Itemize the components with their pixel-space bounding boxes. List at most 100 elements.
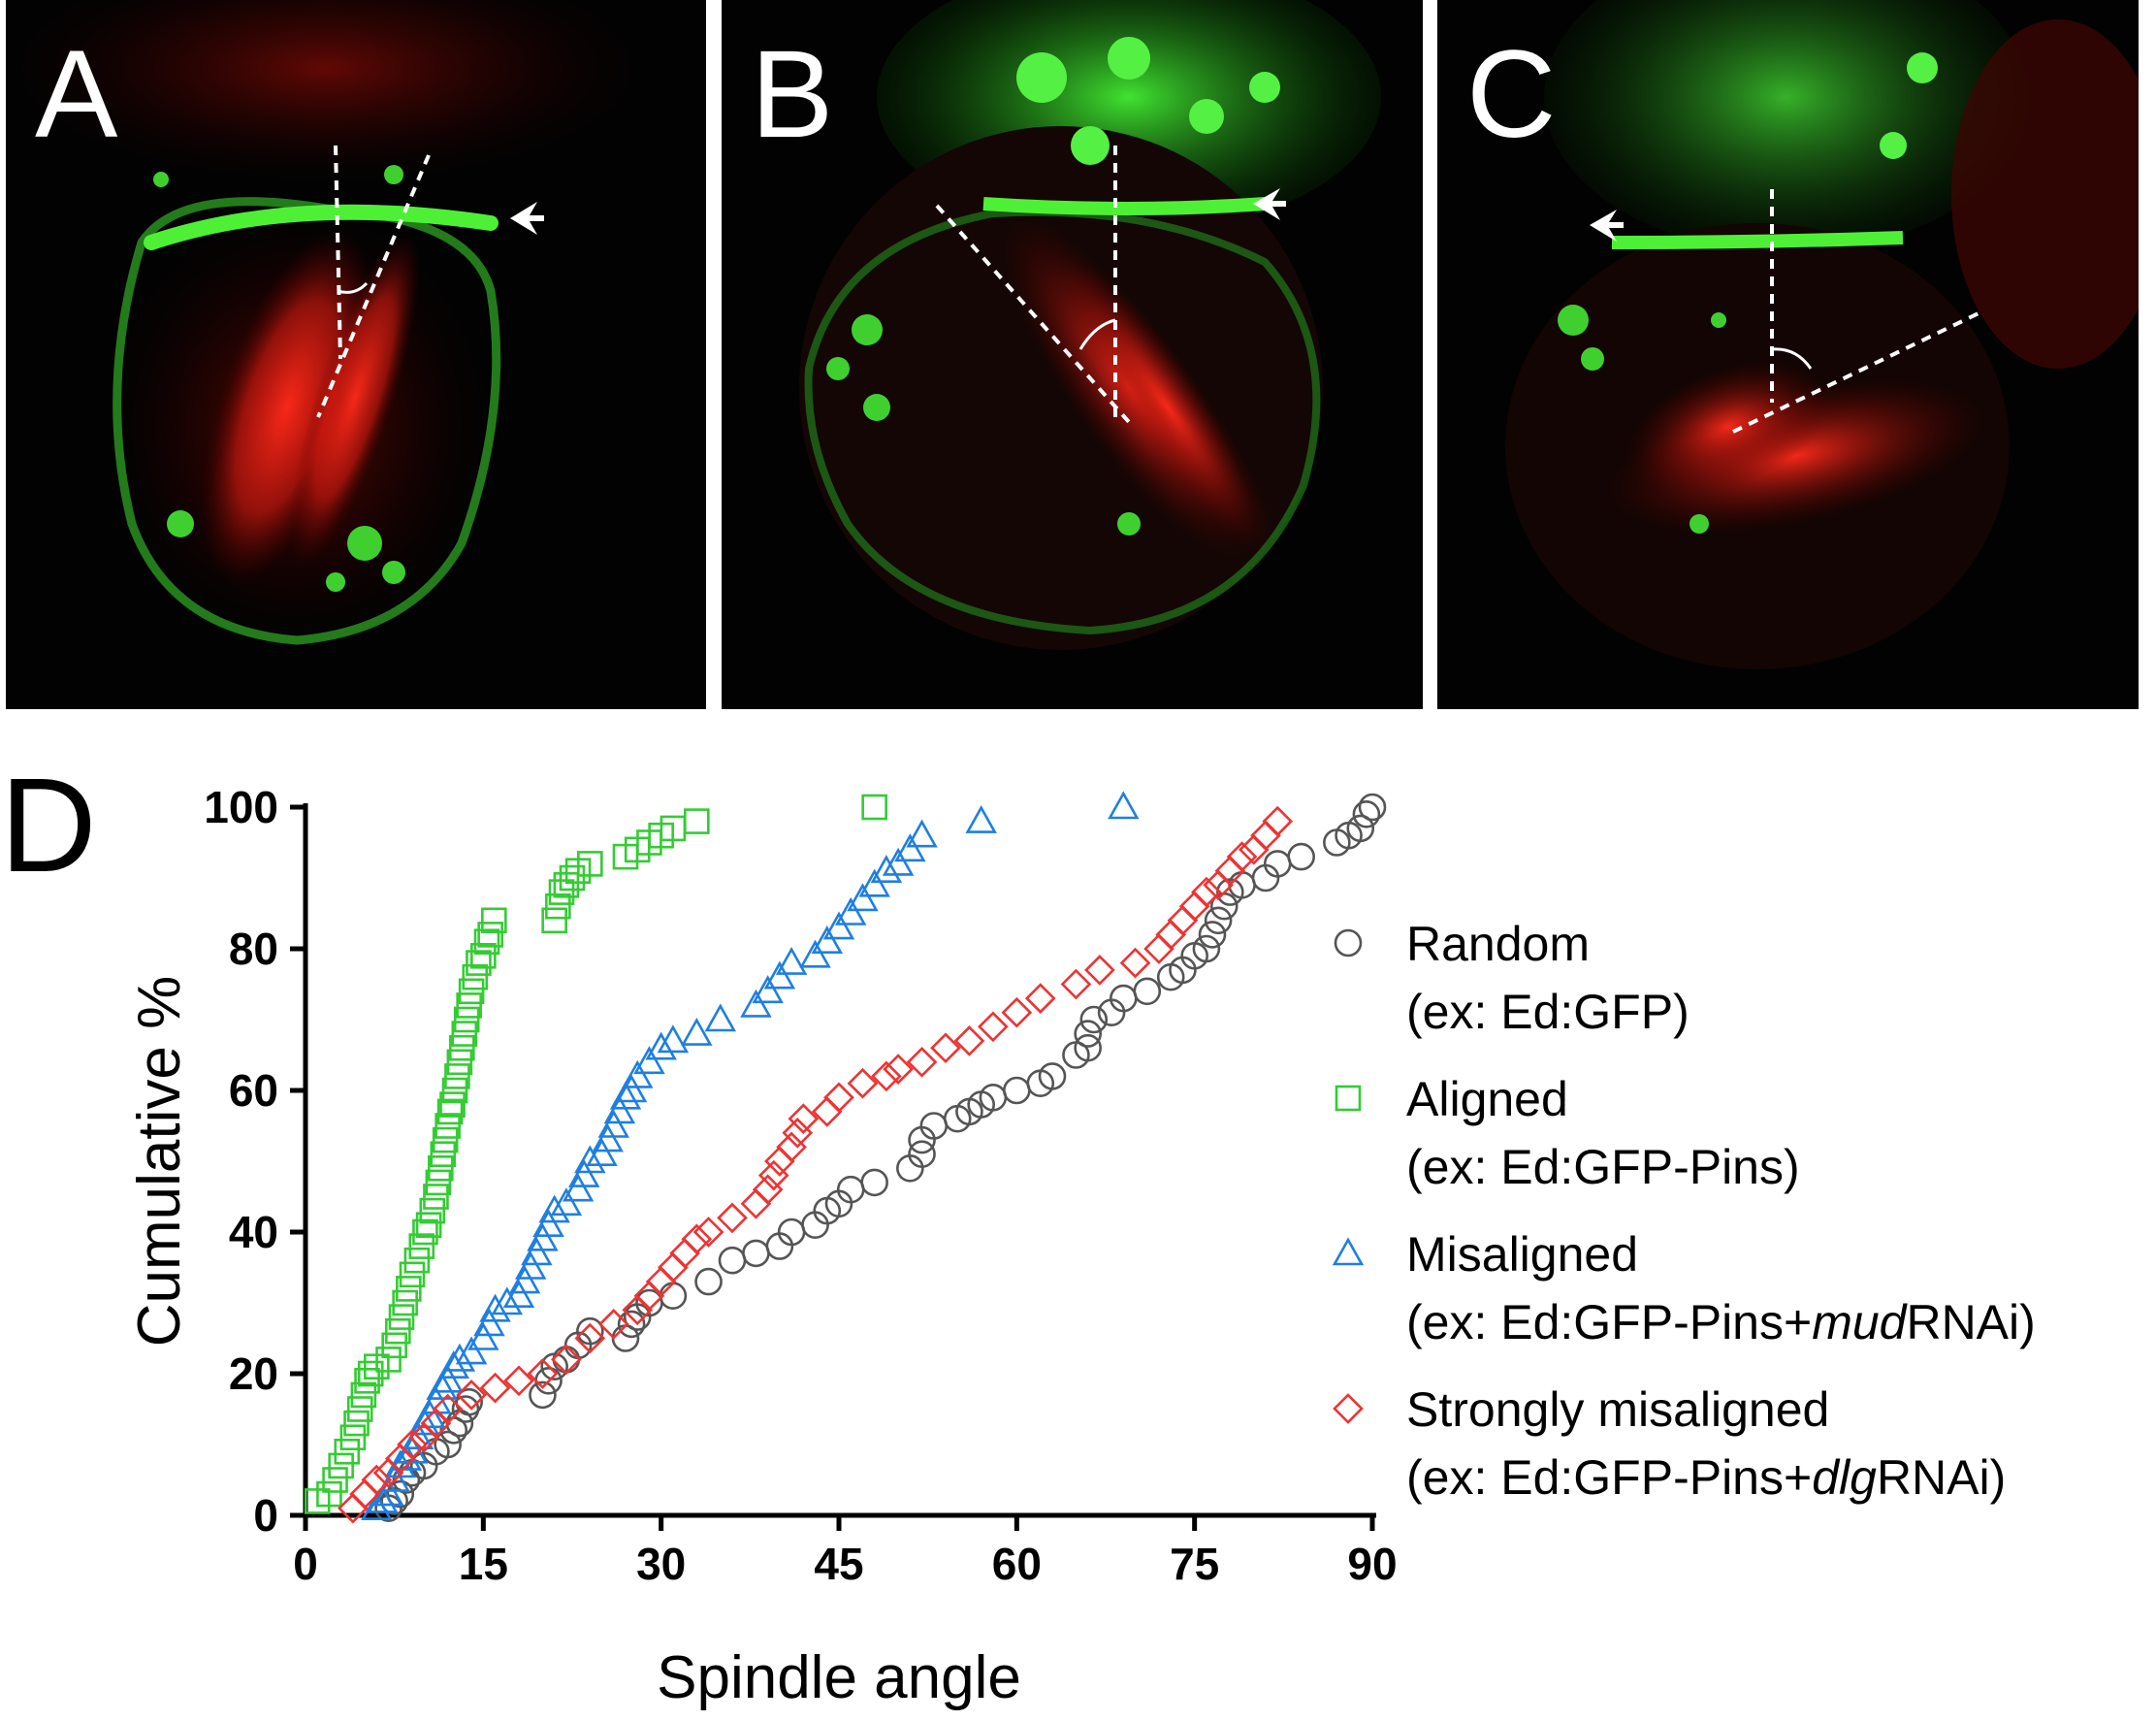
legend-item: Misaligned (ex: Ed:GFP-Pins+mudRNAi) <box>1332 1227 2036 1349</box>
data-point-diamond <box>574 1322 606 1354</box>
data-point-circle <box>1074 1020 1102 1048</box>
data-point-square <box>477 922 503 948</box>
data-point-triangle <box>894 833 926 862</box>
data-point-circle <box>1003 1076 1031 1105</box>
data-point-square <box>334 1439 361 1465</box>
data-point-triangle <box>432 1364 464 1393</box>
data-point-triangle <box>491 1286 523 1315</box>
data-point-circle <box>718 1246 747 1275</box>
data-point-diamond <box>871 1060 902 1092</box>
data-point-square <box>541 907 567 934</box>
data-point-circle <box>1204 906 1233 935</box>
data-point-diamond <box>692 1217 724 1248</box>
data-point-square <box>462 963 489 990</box>
series-circle-group <box>374 793 1387 1522</box>
data-point-square <box>375 1347 402 1373</box>
data-point-circle <box>860 1168 888 1197</box>
data-point-square <box>357 1360 384 1387</box>
panel-label-b: B <box>751 25 834 164</box>
data-point-square <box>577 851 603 877</box>
micrograph-panel-c: C <box>1437 0 2139 709</box>
panel-label-d: D <box>0 751 97 900</box>
legend-sublabel-prefix: (ex: Ed:GFP-Pins+ <box>1406 1295 1812 1349</box>
data-point-triangle <box>479 1293 511 1322</box>
data-point-triangle <box>811 925 843 955</box>
data-point-triangle <box>538 1194 570 1223</box>
series-triangle-group <box>361 791 1140 1520</box>
data-point-square <box>432 1126 459 1153</box>
data-point-triangle <box>870 855 903 884</box>
data-point-diamond <box>432 1393 464 1425</box>
data-point-diamond <box>551 1344 582 1376</box>
y-tick-label: 20 <box>229 1348 278 1399</box>
data-point-circle <box>742 1239 770 1268</box>
x-tick-label: 45 <box>814 1539 863 1589</box>
data-point-diamond <box>847 1067 879 1099</box>
data-point-diamond <box>669 1238 700 1269</box>
data-point-circle <box>908 1140 936 1168</box>
data-point-diamond <box>757 1159 789 1191</box>
data-point-triangle <box>527 1222 559 1251</box>
data-point-diamond <box>1191 876 1222 908</box>
data-point-triangle <box>414 1400 446 1429</box>
data-point-diamond <box>1226 841 1258 872</box>
data-point-square <box>385 1317 411 1345</box>
y-tick-label: 40 <box>229 1207 278 1257</box>
data-point-triangle <box>426 1371 458 1400</box>
data-point-triangle <box>568 1158 600 1187</box>
data-point-triangle <box>455 1336 488 1365</box>
legend-label: Aligned <box>1406 1072 1568 1126</box>
legend-item: Strongly misaligned (ex: Ed:GFP-Pins+dlgR… <box>1333 1382 2006 1505</box>
data-point-circle <box>434 1430 462 1459</box>
data-point-square <box>322 1467 348 1493</box>
data-point-triangle <box>437 1350 469 1379</box>
data-point-triangle <box>763 960 796 990</box>
data-point-triangle <box>443 1343 476 1372</box>
x-tick-label: 90 <box>1347 1539 1397 1589</box>
data-point-square <box>451 1021 478 1047</box>
data-point-diamond <box>1024 983 1056 1014</box>
data-point-triangle <box>681 1017 713 1046</box>
legend-sublabel: (ex: Ed:GFP-Pins+mudRNAi) <box>1406 1295 2036 1349</box>
data-point-diamond <box>456 1380 487 1411</box>
data-point-square <box>396 1276 422 1302</box>
data-point-square <box>466 950 492 976</box>
data-point-triangle <box>965 804 997 833</box>
legend-item: Aligned (ex: Ed:GFP-Pins) <box>1335 1072 1800 1194</box>
data-point-diamond <box>782 1117 814 1149</box>
data-point-square <box>428 1155 454 1182</box>
x-tick-label: 60 <box>992 1539 1042 1589</box>
data-point-square <box>453 1006 480 1033</box>
data-point-square <box>415 1212 442 1238</box>
data-point-triangle <box>361 1492 393 1520</box>
data-point-diamond <box>788 1103 820 1135</box>
data-point-diamond <box>397 1429 428 1460</box>
data-point-circle <box>1198 921 1227 949</box>
data-point-triangle <box>603 1095 636 1124</box>
legend-marker-circle <box>1334 928 1363 958</box>
series-diamond-group <box>338 805 1294 1524</box>
data-point-triangle <box>550 1187 583 1217</box>
data-point-circle <box>1038 1062 1067 1090</box>
data-point-square <box>328 1452 354 1479</box>
data-point-circle <box>576 1316 604 1346</box>
micrograph-panel-a: A <box>6 0 706 709</box>
data-point-diamond <box>1178 891 1210 923</box>
x-axis-title: Spindle angle <box>657 1644 1021 1711</box>
y-tick-label: 60 <box>229 1065 278 1116</box>
data-point-circle <box>1133 977 1162 1006</box>
data-point-square <box>425 1169 452 1196</box>
micrograph-c-image <box>1437 0 2139 709</box>
data-point-diamond <box>1084 955 1115 986</box>
data-point-diamond <box>1060 968 1092 1000</box>
y-axis-title: Cumulative % <box>126 976 193 1347</box>
data-point-square <box>392 1289 418 1316</box>
legend-label: Strongly misaligned <box>1406 1382 1829 1437</box>
x-tick-label: 30 <box>636 1539 686 1589</box>
x-tick-label: 15 <box>459 1539 508 1589</box>
data-point-square <box>861 794 887 821</box>
data-point-circle <box>1287 842 1315 871</box>
panel-label-c: C <box>1466 25 1557 164</box>
data-point-circle <box>1192 934 1221 963</box>
legend-marker-square <box>1335 1085 1362 1112</box>
